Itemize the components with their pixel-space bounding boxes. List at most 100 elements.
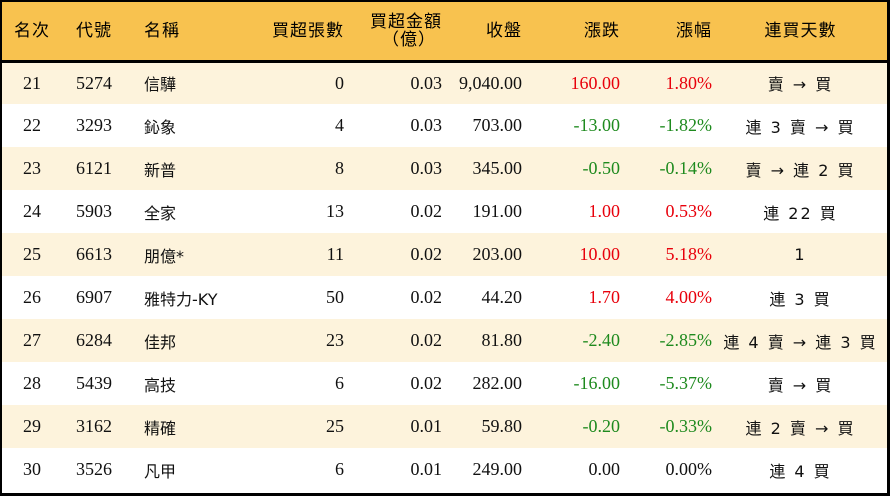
cell-close: 191.00 xyxy=(472,201,523,221)
cell-consecutive-days: 賣 → 連 2 買 xyxy=(745,160,856,180)
header-rank[interactable]: 名次 xyxy=(14,20,50,41)
cell-change: 10.00 xyxy=(579,244,621,264)
cell-net-buy-amount: 0.02 xyxy=(410,244,443,264)
cell-net-buy-lots: 0 xyxy=(335,72,344,93)
cell-change: 1.00 xyxy=(588,201,621,221)
table-row[interactable]: 30 3526 凡甲 6 0.01 249.00 0.00 0.00% 連 4 … xyxy=(2,448,887,491)
cell-net-buy-lots: 8 xyxy=(335,158,344,178)
table-row[interactable]: 26 6907 雅特力-KY 50 0.02 44.20 1.70 4.00% … xyxy=(2,276,887,319)
cell-close: 203.00 xyxy=(472,244,523,264)
cell-change: -13.00 xyxy=(573,115,621,135)
cell-change-pct: 0.00% xyxy=(665,459,713,479)
header-code[interactable]: 代號 xyxy=(76,20,112,41)
table-row[interactable]: 29 3162 精確 25 0.01 59.80 -0.20 -0.33% 連 … xyxy=(2,405,887,448)
cell-change-pct: 0.53% xyxy=(665,201,713,221)
cell-net-buy-lots: 50 xyxy=(326,287,344,307)
cell-code[interactable]: 6613 xyxy=(76,244,112,264)
cell-rank: 24 xyxy=(23,201,41,221)
cell-change: -0.50 xyxy=(582,158,621,178)
cell-close: 59.80 xyxy=(481,416,523,436)
cell-consecutive-days: 連 22 買 xyxy=(763,203,838,223)
cell-change-pct: -2.85% xyxy=(659,330,713,350)
cell-code[interactable]: 5274 xyxy=(76,72,112,93)
cell-net-buy-lots: 4 xyxy=(335,115,344,135)
cell-rank: 21 xyxy=(23,72,41,93)
cell-name[interactable]: 雅特力-KY xyxy=(144,289,218,309)
cell-name[interactable]: 鈊象 xyxy=(144,117,177,137)
cell-close: 81.80 xyxy=(481,330,523,350)
cell-net-buy-amount: 0.02 xyxy=(410,201,443,221)
cell-code[interactable]: 6121 xyxy=(76,158,112,178)
cell-name[interactable]: 凡甲 xyxy=(144,461,177,481)
cell-net-buy-amount: 0.02 xyxy=(410,287,443,307)
cell-close: 44.20 xyxy=(481,287,523,307)
cell-consecutive-days: 連 3 買 xyxy=(769,289,832,309)
cell-close: 9,040.00 xyxy=(459,72,522,93)
cell-name[interactable]: 佳邦 xyxy=(144,332,177,352)
table-row[interactable]: 21 5274 信驊 0 0.03 9,040.00 160.00 1.80% … xyxy=(2,61,887,104)
cell-code[interactable]: 3293 xyxy=(76,115,112,135)
cell-rank: 22 xyxy=(23,115,41,135)
cell-code[interactable]: 3162 xyxy=(76,416,112,436)
cell-close: 282.00 xyxy=(472,373,523,393)
header-change-pct[interactable]: 漲幅 xyxy=(676,20,712,41)
table-body: 21 5274 信驊 0 0.03 9,040.00 160.00 1.80% … xyxy=(2,61,887,491)
cell-name[interactable]: 新普 xyxy=(144,160,177,180)
cell-net-buy-lots: 6 xyxy=(335,373,344,393)
cell-change-pct: -0.14% xyxy=(659,158,713,178)
cell-net-buy-amount: 0.01 xyxy=(410,416,443,436)
cell-close: 345.00 xyxy=(472,158,523,178)
cell-name[interactable]: 信驊 xyxy=(144,75,177,95)
cell-change-pct: -5.37% xyxy=(659,373,713,393)
cell-change: -0.20 xyxy=(582,416,621,436)
cell-net-buy-lots: 6 xyxy=(335,459,344,479)
cell-net-buy-amount: 0.03 xyxy=(410,115,443,135)
cell-name[interactable]: 精確 xyxy=(144,418,177,438)
header-net-buy-amount-line1: 買超金額 xyxy=(370,11,442,32)
table-row[interactable]: 23 6121 新普 8 0.03 345.00 -0.50 -0.14% 賣 … xyxy=(2,147,887,190)
header-consecutive-days[interactable]: 連買天數 xyxy=(764,20,837,41)
table-header-row: 名次 代號 名稱 買超張數 買超金額 （億） 收盤 漲跌 漲幅 連買天數 xyxy=(2,2,887,61)
cell-name[interactable]: 朋億* xyxy=(144,246,185,266)
cell-net-buy-amount: 0.03 xyxy=(410,72,443,93)
header-change[interactable]: 漲跌 xyxy=(584,20,620,41)
cell-consecutive-days: 賣 → 買 xyxy=(767,75,834,95)
cell-name[interactable]: 全家 xyxy=(144,203,177,223)
cell-consecutive-days: 連 3 賣 → 買 xyxy=(745,117,856,137)
header-net-buy-lots[interactable]: 買超張數 xyxy=(272,20,344,41)
cell-net-buy-lots: 13 xyxy=(326,201,344,221)
table-row[interactable]: 27 6284 佳邦 23 0.02 81.80 -2.40 -2.85% 連 … xyxy=(2,319,887,362)
header-name[interactable]: 名稱 xyxy=(144,20,180,41)
cell-rank: 25 xyxy=(23,244,41,264)
cell-change: -2.40 xyxy=(582,330,621,350)
cell-consecutive-days: 連 4 買 xyxy=(769,461,832,481)
header-net-buy-amount[interactable]: 買超金額 （億） xyxy=(344,2,442,61)
cell-change-pct: -0.33% xyxy=(659,416,713,436)
cell-change: 160.00 xyxy=(570,72,621,93)
cell-name[interactable]: 高技 xyxy=(144,375,177,395)
cell-rank: 29 xyxy=(23,416,41,436)
cell-consecutive-days: 連 2 賣 → 買 xyxy=(745,418,856,438)
cell-change-pct: 4.00% xyxy=(665,287,713,307)
cell-rank: 26 xyxy=(23,287,41,307)
cell-net-buy-lots: 23 xyxy=(326,330,344,350)
cell-change-pct: 1.80% xyxy=(665,72,713,93)
table-row[interactable]: 25 6613 朋億* 11 0.02 203.00 10.00 5.18% 1 xyxy=(2,233,887,276)
cell-rank: 27 xyxy=(23,330,41,350)
table-row[interactable]: 28 5439 高技 6 0.02 282.00 -16.00 -5.37% 賣… xyxy=(2,362,887,405)
cell-code[interactable]: 6907 xyxy=(76,287,112,307)
cell-net-buy-lots: 25 xyxy=(326,416,344,436)
table-row[interactable]: 22 3293 鈊象 4 0.03 703.00 -13.00 -1.82% 連… xyxy=(2,104,887,147)
cell-code[interactable]: 5903 xyxy=(76,201,112,221)
cell-code[interactable]: 6284 xyxy=(76,330,112,350)
cell-net-buy-amount: 0.01 xyxy=(410,459,443,479)
cell-close: 249.00 xyxy=(472,459,523,479)
table-row[interactable]: 24 5903 全家 13 0.02 191.00 1.00 0.53% 連 2… xyxy=(2,190,887,233)
header-close[interactable]: 收盤 xyxy=(486,20,522,41)
cell-change: 1.70 xyxy=(588,287,621,307)
cell-code[interactable]: 5439 xyxy=(76,373,112,393)
cell-rank: 28 xyxy=(23,373,41,393)
cell-code[interactable]: 3526 xyxy=(76,459,112,479)
